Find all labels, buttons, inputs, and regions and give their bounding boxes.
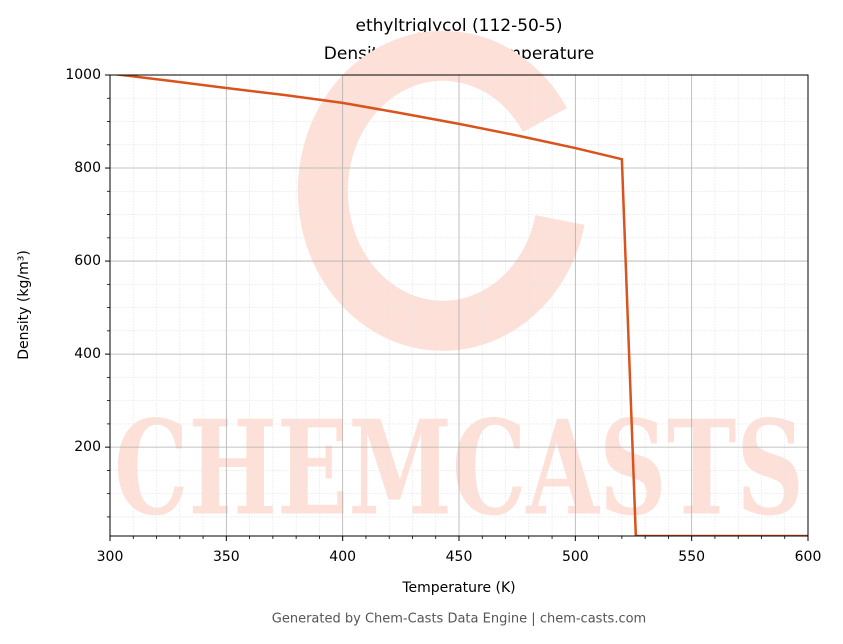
- x-axis-label: Temperature (K): [401, 580, 515, 596]
- y-tick-label: 600: [74, 253, 101, 269]
- x-tick-label: 550: [678, 549, 705, 565]
- y-tick-label: 800: [74, 160, 101, 176]
- chart-title: ethyltriglycol (112-50-5): [356, 16, 563, 36]
- footer: Generated by Chem-Casts Data Engine | ch…: [272, 612, 646, 627]
- y-tick-label: 1000: [65, 67, 101, 83]
- x-tick-label: 350: [213, 549, 240, 565]
- x-tick-label: 600: [795, 549, 822, 565]
- y-axis-label: Density (kg/m³): [16, 250, 32, 360]
- x-tick-label: 500: [562, 549, 589, 565]
- x-tick-label: 450: [446, 549, 473, 565]
- watermark-logo: [297, 30, 585, 351]
- data-line: [111, 75, 808, 536]
- y-tick-label: 400: [74, 346, 101, 362]
- x-tick-label: 400: [329, 549, 356, 565]
- plot-frame: [109, 74, 809, 537]
- y-tick-label: 200: [74, 439, 101, 455]
- x-tick-label: 300: [97, 549, 124, 565]
